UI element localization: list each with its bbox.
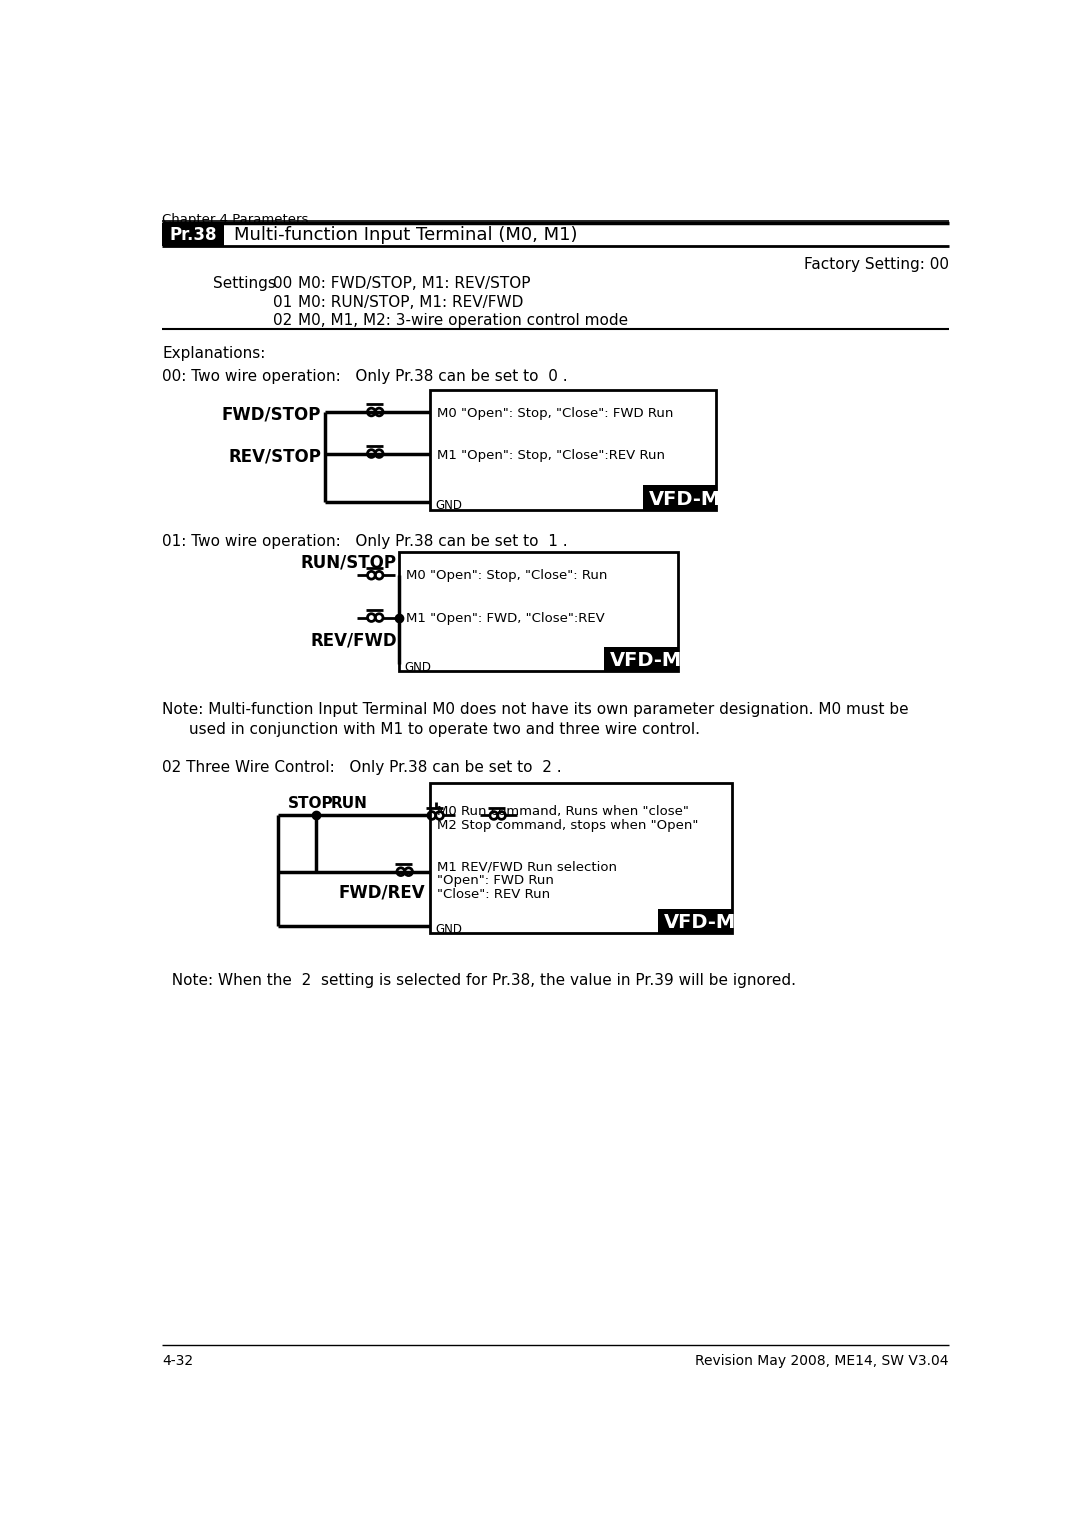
- Text: 02 Three Wire Control:   Only Pr.38 can be set to  2 .: 02 Three Wire Control: Only Pr.38 can be…: [162, 759, 562, 775]
- Text: REV/STOP: REV/STOP: [228, 448, 321, 465]
- Text: GND: GND: [405, 661, 432, 673]
- Text: VFD-M: VFD-M: [649, 489, 721, 509]
- Text: 4-32: 4-32: [162, 1355, 193, 1368]
- Text: Note: Multi-function Input Terminal M0 does not have its own parameter designati: Note: Multi-function Input Terminal M0 d…: [162, 701, 908, 716]
- Text: Revision May 2008, ME14, SW V3.04: Revision May 2008, ME14, SW V3.04: [696, 1355, 948, 1368]
- Text: M2 Stop command, stops when "Open": M2 Stop command, stops when "Open": [437, 819, 699, 833]
- Text: GND: GND: [435, 499, 462, 512]
- Text: M1 "Open": Stop, "Close":REV Run: M1 "Open": Stop, "Close":REV Run: [437, 449, 665, 462]
- Text: FWD/STOP: FWD/STOP: [221, 407, 321, 423]
- Text: REV/FWD: REV/FWD: [310, 632, 397, 649]
- Text: "Open": FWD Run: "Open": FWD Run: [437, 874, 554, 887]
- Text: Explanations:: Explanations:: [162, 345, 266, 360]
- Text: FWD/REV: FWD/REV: [339, 884, 426, 902]
- Text: M0 "Open": Stop, "Close": FWD Run: M0 "Open": Stop, "Close": FWD Run: [437, 408, 674, 420]
- Text: M1 REV/FWD Run selection: M1 REV/FWD Run selection: [437, 861, 618, 873]
- Text: STOP: STOP: [287, 796, 334, 811]
- Text: GND: GND: [435, 922, 462, 936]
- Bar: [430, 391, 716, 509]
- Text: RUN: RUN: [332, 796, 368, 811]
- Text: 01: Two wire operation:   Only Pr.38 can be set to  1 .: 01: Two wire operation: Only Pr.38 can b…: [162, 534, 568, 549]
- Text: RUN/STOP: RUN/STOP: [301, 554, 397, 572]
- Text: 00: Two wire operation:   Only Pr.38 can be set to  0 .: 00: Two wire operation: Only Pr.38 can b…: [162, 368, 568, 384]
- Text: M0 "Open": Stop, "Close": Run: M0 "Open": Stop, "Close": Run: [406, 569, 608, 581]
- Bar: [604, 647, 677, 672]
- Text: M0 Run command, Runs when "close": M0 Run command, Runs when "close": [437, 805, 689, 818]
- Bar: [162, 222, 225, 245]
- Text: Multi-function Input Terminal (M0, M1): Multi-function Input Terminal (M0, M1): [234, 225, 578, 244]
- Text: M1 "Open": FWD, "Close":REV: M1 "Open": FWD, "Close":REV: [406, 612, 605, 626]
- Text: Settings: Settings: [213, 276, 275, 291]
- Text: 00: 00: [273, 276, 293, 291]
- Text: used in conjunction with M1 to operate two and three wire control.: used in conjunction with M1 to operate t…: [189, 721, 700, 736]
- Text: Note: When the  2  setting is selected for Pr.38, the value in Pr.39 will be ign: Note: When the 2 setting is selected for…: [162, 974, 796, 988]
- Bar: [430, 784, 732, 933]
- Text: "Close": REV Run: "Close": REV Run: [437, 888, 551, 900]
- Text: VFD-M: VFD-M: [664, 913, 737, 933]
- Text: M0: FWD/STOP, M1: REV/STOP: M0: FWD/STOP, M1: REV/STOP: [298, 276, 530, 291]
- Text: Chapter 4 Parameters: Chapter 4 Parameters: [162, 213, 309, 227]
- Text: M0, M1, M2: 3-wire operation control mode: M0, M1, M2: 3-wire operation control mod…: [298, 313, 627, 328]
- Bar: [658, 908, 732, 933]
- Text: 01: 01: [273, 295, 293, 310]
- Text: 02: 02: [273, 313, 293, 328]
- Text: M0: RUN/STOP, M1: REV/FWD: M0: RUN/STOP, M1: REV/FWD: [298, 295, 523, 310]
- Text: Factory Setting: 00: Factory Setting: 00: [804, 258, 948, 272]
- Bar: [643, 485, 716, 509]
- Text: VFD-M: VFD-M: [610, 652, 683, 670]
- Text: Pr.38: Pr.38: [170, 225, 217, 244]
- Bar: [399, 552, 677, 672]
